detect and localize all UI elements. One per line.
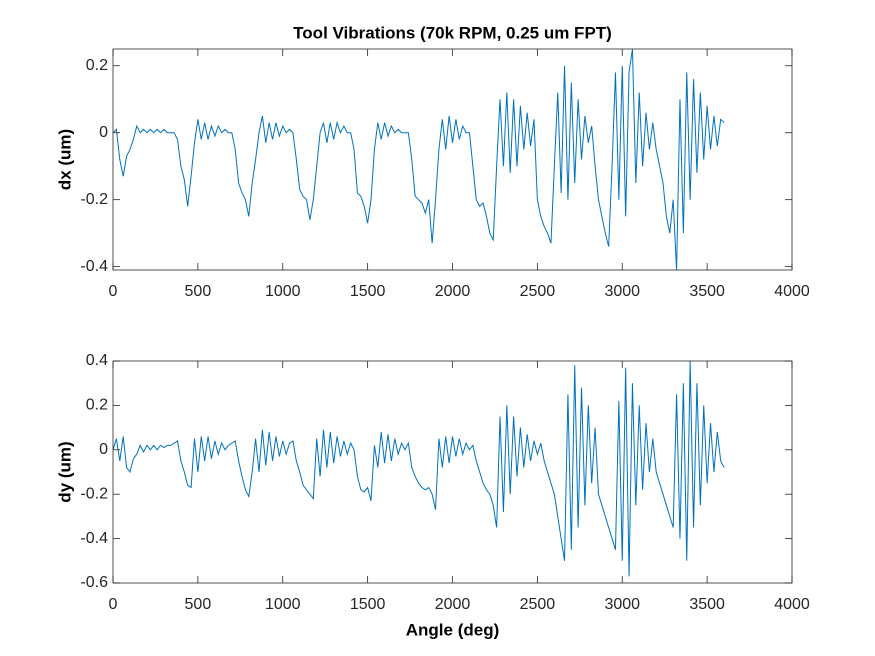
y-tick-label: -0.4 xyxy=(80,258,108,275)
x-tick-label: 4000 xyxy=(774,283,810,300)
axes-background xyxy=(113,361,792,583)
y-tick-label: 0.2 xyxy=(86,397,108,414)
y-tick-label: -0.2 xyxy=(80,485,108,502)
x-tick-label: 4000 xyxy=(774,596,810,613)
y-tick-label: 0 xyxy=(99,124,108,141)
x-tick-label: 3500 xyxy=(689,596,725,613)
plot-area xyxy=(113,49,725,270)
y-axis-label: dy (um) xyxy=(55,441,74,502)
x-tick-label: 2000 xyxy=(435,596,471,613)
y-tick-label: -0.2 xyxy=(80,191,108,208)
data-line xyxy=(113,49,725,270)
x-tick-label: 1500 xyxy=(350,283,386,300)
plot-area xyxy=(113,361,725,577)
y-axis-label: dx (um) xyxy=(55,129,74,190)
chart-title: Tool Vibrations (70k RPM, 0.25 um FPT) xyxy=(293,23,612,42)
x-tick-label: 1500 xyxy=(350,596,386,613)
x-tick-label: 0 xyxy=(109,283,118,300)
x-tick-label: 1000 xyxy=(265,596,301,613)
axes-background xyxy=(113,49,792,270)
x-axis-label: Angle (deg) xyxy=(406,620,500,639)
x-tick-label: 500 xyxy=(185,596,212,613)
y-tick-label: -0.6 xyxy=(80,574,108,591)
x-tick-label: 1000 xyxy=(265,283,301,300)
data-line xyxy=(113,361,725,577)
x-tick-label: 500 xyxy=(185,283,212,300)
y-tick-label: 0.4 xyxy=(86,352,108,369)
y-tick-label: -0.4 xyxy=(80,530,108,547)
x-tick-label: 3000 xyxy=(604,596,640,613)
y-tick-label: 0.2 xyxy=(86,57,108,74)
y-tick-label: 0 xyxy=(99,441,108,458)
x-tick-label: 0 xyxy=(109,596,118,613)
x-tick-label: 2500 xyxy=(520,596,556,613)
x-tick-label: 2500 xyxy=(520,283,556,300)
x-tick-label: 3000 xyxy=(604,283,640,300)
x-tick-label: 3500 xyxy=(689,283,725,300)
x-tick-label: 2000 xyxy=(435,283,471,300)
